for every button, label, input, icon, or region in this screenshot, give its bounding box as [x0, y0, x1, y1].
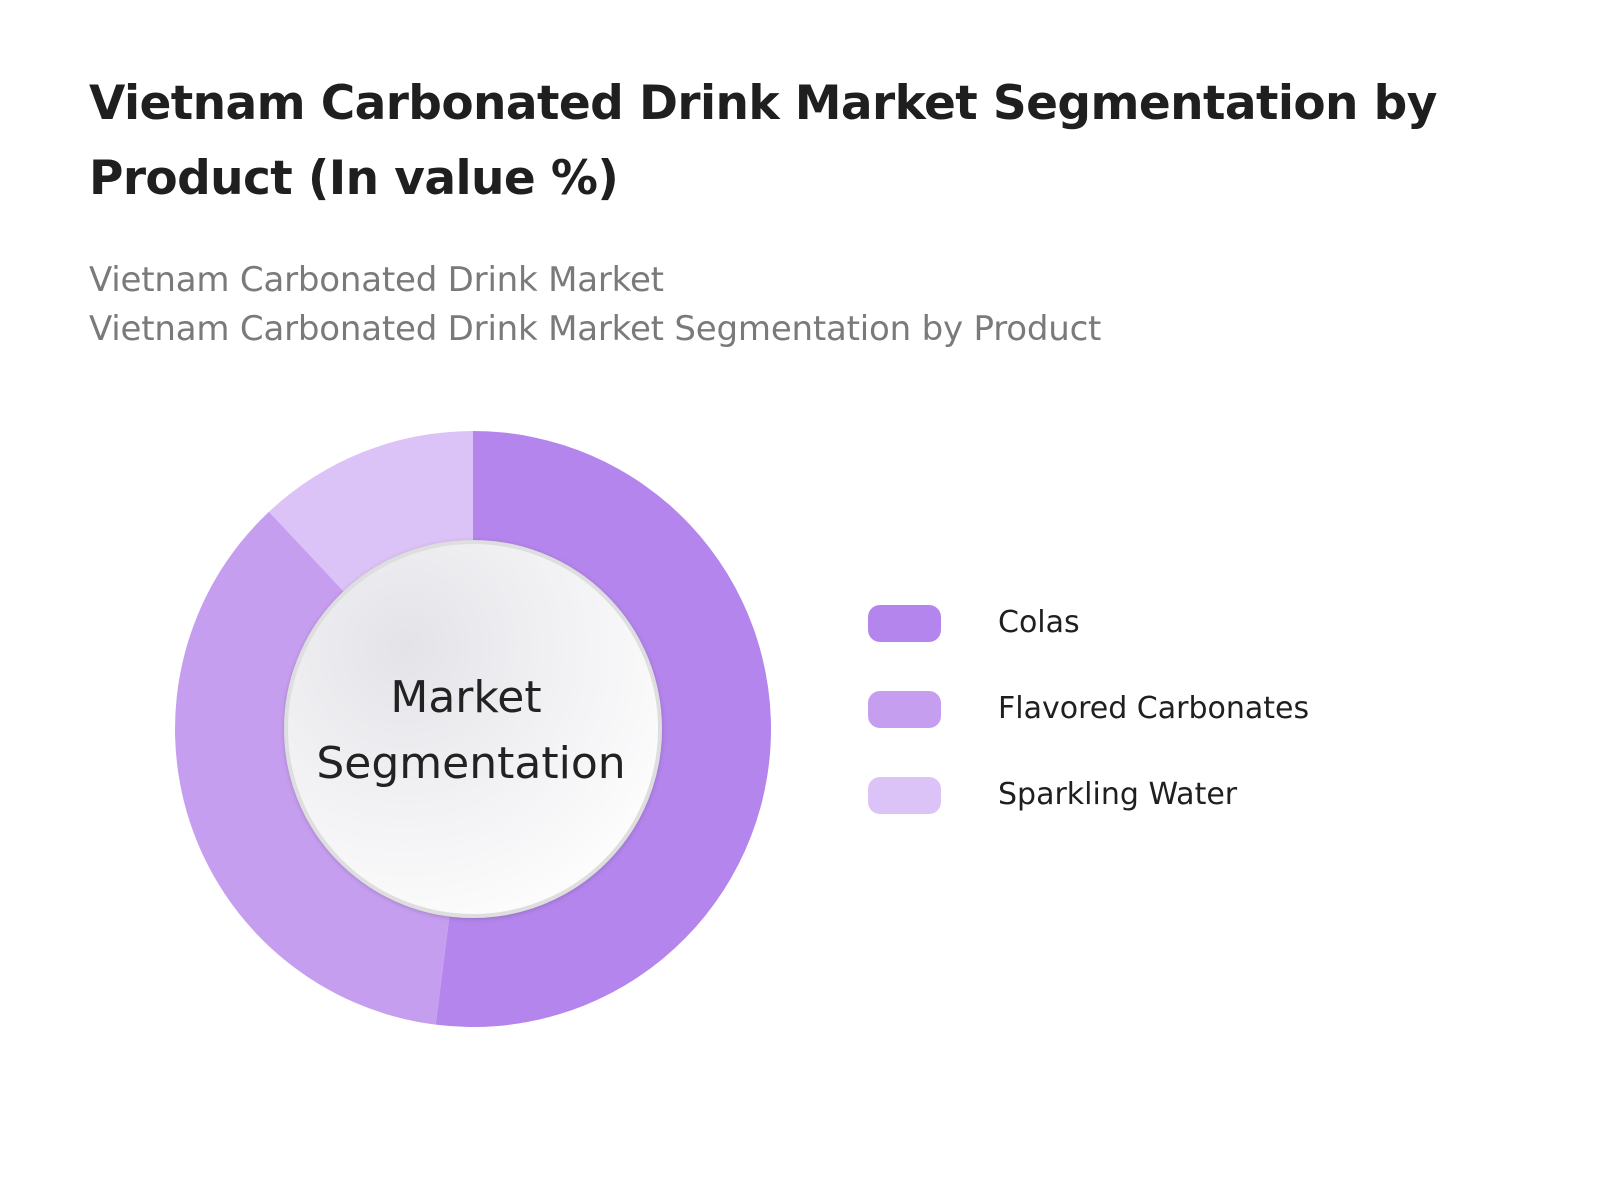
legend-swatch-sparkling-water	[868, 777, 941, 814]
legend-swatch-colas	[868, 605, 941, 642]
chart-title: Vietnam Carbonated Drink Market Segmenta…	[89, 76, 1437, 206]
center-label-line-2: Segmentation	[316, 738, 625, 789]
chart-subtitle-line-1: Vietnam Carbonated Drink Market	[89, 260, 664, 300]
center-label-line-1: Market	[390, 672, 541, 723]
legend-swatch-flavored-carbonates	[868, 691, 941, 728]
chart-subtitle-line-2: Vietnam Carbonated Drink Market Segmenta…	[89, 309, 1102, 349]
legend-label-sparkling-water: Sparkling Water	[998, 777, 1238, 812]
donut-center-disc	[284, 540, 662, 918]
legend-label-colas: Colas	[998, 605, 1080, 640]
legend-label-flavored-carbonates: Flavored Carbonates	[998, 691, 1310, 726]
